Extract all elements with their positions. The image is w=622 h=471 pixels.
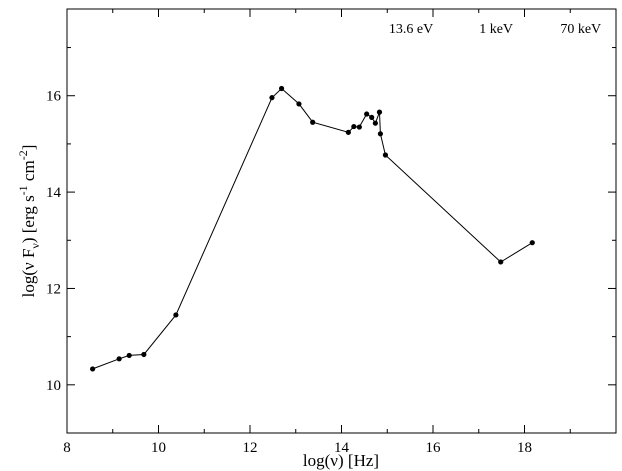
energy-labels: 13.6 eV 1 keV 70 keV	[389, 22, 601, 37]
y-label-sup2: -2	[16, 150, 30, 160]
data-point	[126, 352, 132, 359]
x-tick-label: 14	[334, 440, 350, 456]
y-axis-label: log(ν Fν) [erg s-1 cm-2]	[16, 145, 42, 298]
x-axis-label: log(ν) [Hz]	[303, 451, 379, 470]
data-point	[372, 120, 378, 126]
energy-label: 70 keV	[560, 22, 601, 37]
x-tick-label: 8	[63, 440, 71, 456]
y-label-main: log(ν F	[19, 249, 38, 298]
data-point	[141, 351, 147, 358]
x-tick-label: 16	[426, 440, 442, 456]
y-label-mid: ) [erg s	[19, 195, 38, 243]
data-point	[90, 366, 96, 372]
data-point	[377, 131, 383, 137]
y-tick-label: 16	[46, 89, 62, 105]
data-point	[382, 152, 389, 158]
y-label-sub: ν	[28, 243, 42, 249]
series-line	[92, 87, 533, 370]
data-points	[90, 85, 535, 372]
data-point	[351, 123, 357, 130]
data-point	[296, 101, 302, 107]
y-label-end: ]	[19, 145, 38, 151]
plot-frame	[66, 8, 617, 434]
data-point	[345, 129, 351, 135]
data-point	[376, 109, 383, 115]
x-tick-label: 10	[151, 440, 166, 456]
data-point	[173, 312, 179, 318]
data-point	[269, 95, 275, 101]
data-point	[278, 85, 285, 92]
data-point	[116, 356, 122, 362]
energy-label: 13.6 eV	[389, 22, 433, 37]
tick-labels: 8 10 12 14 16 18 10 12 14 16	[46, 89, 532, 456]
data-point	[310, 119, 316, 125]
data-point	[364, 111, 370, 117]
data-point	[369, 114, 375, 121]
data-point	[356, 124, 362, 130]
data-point	[529, 240, 535, 246]
data-point	[498, 259, 504, 265]
x-tick-label: 12	[243, 440, 258, 456]
y-tick-label: 12	[46, 281, 61, 297]
y-tick-label: 10	[46, 378, 61, 394]
tick-marks	[66, 9, 616, 434]
y-label-mid2: cm	[19, 160, 38, 185]
y-tick-label: 14	[46, 185, 62, 201]
x-tick-label: 18	[517, 440, 532, 456]
y-label-sup1: -1	[16, 185, 30, 195]
energy-label: 1 keV	[479, 22, 513, 37]
